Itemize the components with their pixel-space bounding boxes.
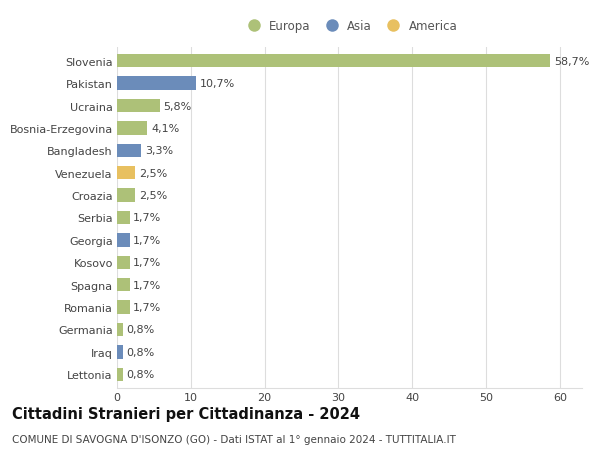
Text: 1,7%: 1,7%	[133, 302, 161, 313]
Bar	[117, 256, 130, 269]
Bar	[117, 100, 160, 113]
Bar	[117, 211, 130, 225]
Bar	[117, 234, 130, 247]
Bar	[117, 122, 147, 135]
Bar	[117, 323, 123, 336]
Bar	[117, 301, 130, 314]
Text: 10,7%: 10,7%	[200, 79, 235, 89]
Bar	[117, 77, 196, 91]
Text: Cittadini Stranieri per Cittadinanza - 2024: Cittadini Stranieri per Cittadinanza - 2…	[12, 406, 360, 421]
Text: 4,1%: 4,1%	[151, 123, 179, 134]
Text: 3,3%: 3,3%	[145, 146, 173, 156]
Text: 1,7%: 1,7%	[133, 280, 161, 290]
Bar	[117, 368, 123, 381]
Bar	[117, 55, 550, 68]
Bar	[117, 144, 142, 158]
Text: 1,7%: 1,7%	[133, 257, 161, 268]
Text: 2,5%: 2,5%	[139, 168, 167, 179]
Bar	[117, 278, 130, 292]
Text: 58,7%: 58,7%	[554, 56, 589, 67]
Text: 0,8%: 0,8%	[127, 347, 155, 357]
Bar	[117, 167, 136, 180]
Legend: Europa, Asia, America: Europa, Asia, America	[237, 15, 462, 38]
Text: 5,8%: 5,8%	[163, 101, 192, 111]
Text: 1,7%: 1,7%	[133, 213, 161, 223]
Text: 0,8%: 0,8%	[127, 369, 155, 380]
Bar	[117, 189, 136, 202]
Text: 0,8%: 0,8%	[127, 325, 155, 335]
Text: 1,7%: 1,7%	[133, 235, 161, 246]
Text: 2,5%: 2,5%	[139, 190, 167, 201]
Text: COMUNE DI SAVOGNA D'ISONZO (GO) - Dati ISTAT al 1° gennaio 2024 - TUTTITALIA.IT: COMUNE DI SAVOGNA D'ISONZO (GO) - Dati I…	[12, 434, 456, 444]
Bar	[117, 346, 123, 359]
